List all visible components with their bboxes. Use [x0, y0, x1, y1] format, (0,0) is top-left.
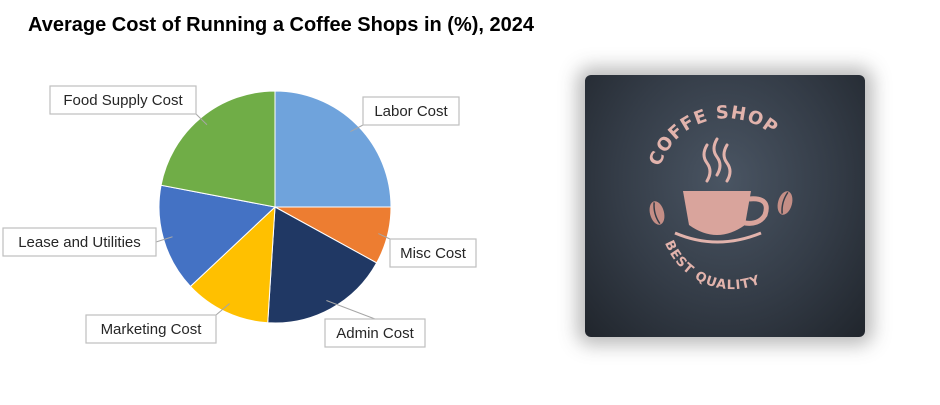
logo-top-text: COFFE SHOP — [645, 102, 782, 169]
pie-slice-labor-cost — [274, 90, 392, 208]
leader-line-food-supply-cost — [195, 113, 208, 126]
pie-slice-admin-cost — [267, 206, 378, 324]
pie-slices — [158, 90, 392, 324]
pie-chart: Labor Cost Misc Cost Admin Cost Marketing C… — [2, 85, 477, 348]
slice-label-food-supply-cost: Food Supply Cost — [63, 92, 183, 109]
callout-food-supply-cost: Food Supply Cost — [49, 85, 197, 115]
slice-label-lease-and-utilities: Lease and Utilities — [18, 234, 141, 251]
callout-labor-cost: Labor Cost — [362, 96, 460, 126]
leader-line-lease-and-utilities — [155, 236, 173, 243]
callout-misc-cost: Misc Cost — [389, 238, 477, 268]
pie-slice-marketing-cost — [189, 205, 276, 324]
logo-bottom-text: BEST QUALITY — [661, 238, 763, 293]
slice-label-admin-cost: Admin Cost — [336, 325, 414, 342]
callout-lease-and-utilities: Lease and Utilities — [2, 227, 157, 257]
steam-icon — [702, 137, 732, 183]
pie-slice-food-supply-cost — [160, 90, 276, 208]
coffee-bean-right-icon — [777, 191, 793, 215]
leader-line-marketing-cost — [215, 303, 230, 316]
coffee-bean-left-icon — [649, 201, 665, 225]
callout-marketing-cost: Marketing Cost — [85, 314, 217, 344]
chart-title: Average Cost of Running a Coffee Shops i… — [28, 14, 534, 36]
leader-line-labor-cost — [350, 124, 364, 132]
coffee-shop-logo-image: COFFE SHOP BEST QUALITY — [585, 75, 865, 337]
slice-label-marketing-cost: Marketing Cost — [101, 321, 203, 338]
slice-label-labor-cost: Labor Cost — [374, 103, 448, 120]
coffee-cup-icon — [674, 191, 769, 244]
slice-callouts: Labor Cost Misc Cost Admin Cost Marketing C… — [2, 85, 477, 348]
slice-label-misc-cost: Misc Cost — [400, 245, 467, 262]
leader-line-admin-cost — [326, 300, 376, 320]
leader-lines — [155, 113, 391, 320]
callout-admin-cost: Admin Cost — [324, 318, 426, 348]
leader-line-misc-cost — [378, 233, 391, 240]
